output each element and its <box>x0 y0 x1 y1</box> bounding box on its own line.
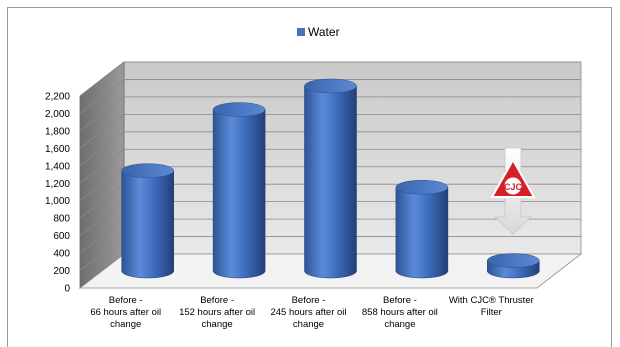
legend-swatch <box>297 28 305 36</box>
gridline <box>79 131 581 167</box>
bar <box>395 179 449 279</box>
y-tick-label: 1,200 <box>45 179 70 190</box>
bar-top <box>487 253 540 268</box>
y-tick-label: 1,400 <box>45 161 70 172</box>
cjc-annotation: CJC <box>490 147 536 235</box>
water-chart: Water 0 200 400 600 800 1,000 1,200 1,400 1,600 1… <box>45 25 583 330</box>
category-label-line: Before - <box>109 295 143 306</box>
y-tick-label: 0 <box>64 284 70 295</box>
y-tick-label: 800 <box>53 214 70 225</box>
cjc-logo-circle-icon <box>504 177 522 195</box>
y-tick-label: 1,600 <box>45 144 70 155</box>
y-tick-label: 2,200 <box>45 92 70 103</box>
legend-label-water: Water <box>308 25 340 39</box>
gridline <box>79 61 581 97</box>
y-tick-label: 400 <box>53 249 70 260</box>
bars <box>121 78 540 279</box>
gridline <box>79 113 581 149</box>
category-label-line: change <box>110 319 141 330</box>
category-label: Before -66 hours after oil change <box>90 295 161 330</box>
y-tick-label: 600 <box>53 231 70 242</box>
y-tick-label: 200 <box>53 266 70 277</box>
category-label-line: change <box>384 319 415 330</box>
bar <box>212 102 266 279</box>
category-label: Before -858 hours after oil change <box>362 295 438 330</box>
y-axis-ticks: 0 200 400 600 800 1,000 1,200 1,400 1,600 1,800 2,… <box>45 92 70 295</box>
category-label-line: Before - <box>200 295 234 306</box>
bar-body <box>212 109 266 279</box>
bar <box>121 163 174 279</box>
bar <box>487 253 540 279</box>
category-label-line: 152 hours after oil <box>179 307 255 318</box>
category-label-line: 858 hours after oil <box>362 307 438 318</box>
bar-top <box>304 78 357 94</box>
gridline <box>79 166 581 202</box>
category-label: Before -245 hours after oil change <box>270 295 346 330</box>
bar-top <box>212 102 266 117</box>
bar-body <box>121 170 174 279</box>
category-label-line: Before - <box>292 295 326 306</box>
category-label: With CJC® Thruster Filter <box>449 295 534 318</box>
y-tick-label: 2,000 <box>45 109 70 120</box>
category-label-line: change <box>293 319 324 330</box>
bar-body <box>395 186 449 279</box>
y-tick-label: 1,000 <box>45 196 70 207</box>
category-label-line: 66 hours after oil <box>90 307 161 318</box>
category-label-line: change <box>202 319 233 330</box>
bar-top <box>121 163 174 178</box>
category-label: Before -152 hours after oil change <box>179 295 255 330</box>
category-label-line: 245 hours after oil <box>270 307 346 318</box>
gridline <box>79 79 581 114</box>
cjc-logo-text: CJC <box>504 182 523 192</box>
legend: Water <box>297 25 340 39</box>
bar-body <box>304 85 357 279</box>
gridline <box>79 148 581 184</box>
side-wall <box>79 61 125 289</box>
category-label-line: Filter <box>481 307 502 318</box>
category-label-line: Before - <box>383 295 417 306</box>
y-tick-label: 1,800 <box>45 126 70 137</box>
bar <box>304 78 357 279</box>
gridline <box>79 96 581 132</box>
bar-top <box>395 179 449 195</box>
category-label-line: With CJC® Thruster <box>449 295 534 306</box>
